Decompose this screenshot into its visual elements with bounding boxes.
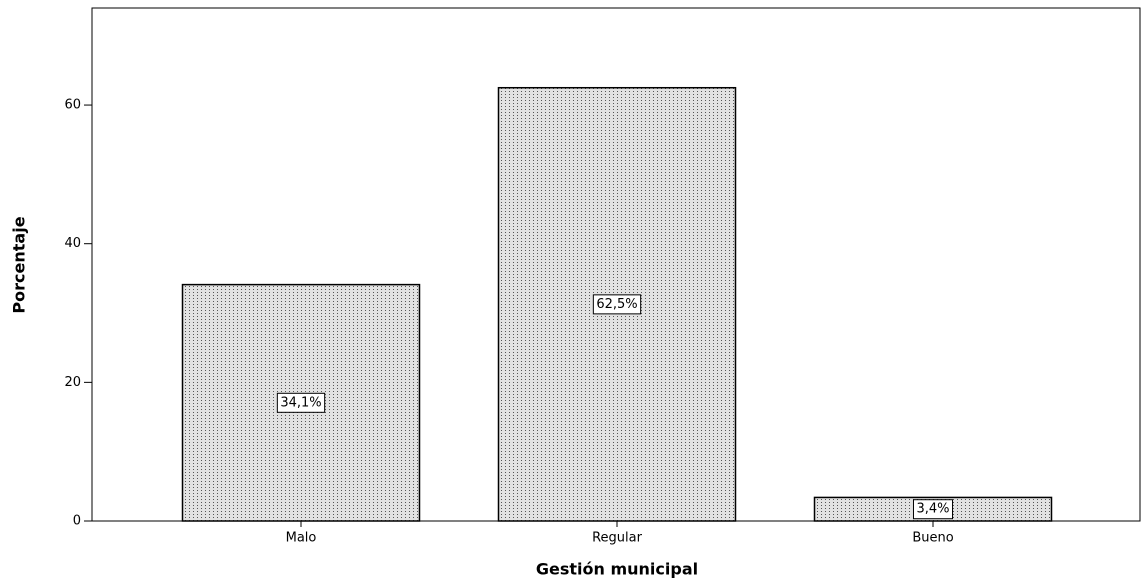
x-tick-label: Malo [286,531,317,546]
y-tick-label: 20 [64,375,81,390]
y-tick-label: 40 [64,236,81,251]
x-tick-label: Bueno [912,531,953,546]
y-tick-label: 60 [64,98,81,113]
data-label-box [912,499,954,520]
data-label-box [276,392,326,413]
y-axis-title: Porcentaje [10,216,29,313]
x-axis-title: Gestión municipal [536,560,698,579]
y-tick-label: 0 [73,514,81,529]
x-tick-label: Regular [592,531,643,546]
data-label-box [592,294,642,315]
data-label: 34,1% [280,395,321,410]
data-label: 62,5% [596,297,637,312]
data-label: 3,4% [916,502,949,517]
